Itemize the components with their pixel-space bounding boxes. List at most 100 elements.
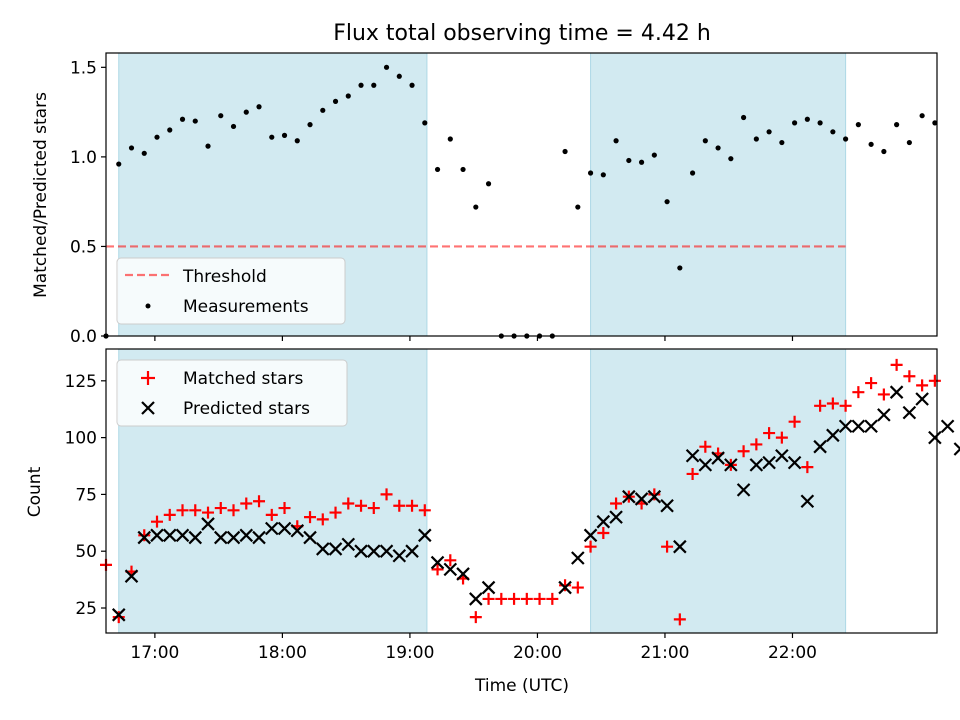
x-tick-label: 20:00 [513, 643, 562, 663]
data-point [865, 377, 878, 390]
data-point [482, 592, 495, 605]
data-point [469, 592, 483, 606]
data-point [226, 530, 241, 545]
data-point [112, 611, 125, 624]
data-point [626, 157, 632, 164]
data-point [894, 122, 900, 128]
y-tick-label: 75 [75, 485, 97, 505]
data-point [533, 592, 546, 605]
data-point [792, 120, 798, 126]
shaded-span [590, 52, 847, 337]
data-point [253, 495, 266, 508]
data-point [137, 530, 152, 545]
bottom-y-axis-label: Count [25, 466, 45, 517]
data-point [202, 506, 215, 519]
data-point [151, 515, 164, 528]
data-point [634, 492, 649, 506]
data-point [447, 136, 453, 142]
data-point [290, 523, 305, 538]
data-point [919, 113, 925, 119]
data-point [814, 399, 827, 412]
data-point [661, 540, 674, 553]
data-point [239, 528, 254, 543]
data-point [316, 542, 330, 556]
data-point [953, 442, 960, 456]
data-point [264, 521, 279, 536]
data-point [379, 544, 394, 558]
data-point [852, 386, 865, 399]
data-point [801, 461, 814, 474]
data-point [128, 145, 135, 151]
data-point [763, 427, 776, 440]
y-tick-label: 125 [65, 372, 97, 392]
data-point [367, 502, 380, 515]
data-point [804, 116, 810, 122]
data-point [737, 445, 750, 458]
data-point [839, 399, 852, 412]
y-tick-label: 0.0 [70, 327, 97, 347]
data-point [443, 562, 458, 577]
data-point [558, 580, 572, 595]
data-point [469, 611, 482, 624]
legend-box [116, 359, 348, 427]
data-point [587, 170, 594, 176]
data-point [584, 540, 597, 553]
data-point [383, 64, 390, 70]
data-point [367, 544, 381, 558]
legend-threshold-label: Threshold [182, 267, 267, 287]
data-point [201, 517, 215, 531]
data-point [571, 581, 584, 594]
data-point [167, 127, 173, 133]
data-point [928, 430, 942, 445]
data-point [932, 120, 938, 126]
data-point [141, 150, 147, 156]
data-point [906, 139, 912, 146]
legend-predicted-swatch [141, 401, 155, 415]
data-point [571, 551, 585, 565]
data-point [422, 120, 428, 126]
data-point [596, 514, 611, 529]
y-tick-label: 0.5 [70, 237, 97, 257]
data-point [940, 419, 955, 434]
data-point [715, 145, 721, 151]
data-point [826, 397, 839, 410]
data-point [562, 148, 568, 155]
data-point [647, 489, 662, 504]
data-point [702, 138, 708, 144]
data-point [230, 123, 237, 130]
data-point [648, 488, 661, 501]
data-point [124, 569, 139, 583]
data-point [736, 483, 751, 497]
data-point [638, 159, 645, 165]
data-point [728, 156, 734, 162]
data-point [218, 113, 224, 119]
data-point [307, 122, 313, 128]
data-point [418, 528, 432, 543]
data-point [673, 539, 687, 554]
data-point [685, 449, 700, 463]
data-point [278, 502, 291, 515]
data-point [740, 114, 747, 121]
data-point [406, 499, 419, 512]
x-tick-label: 17:00 [130, 643, 179, 663]
data-point [213, 530, 228, 545]
data-point [559, 579, 572, 592]
data-point [889, 385, 904, 399]
data-point [192, 118, 198, 124]
data-point [673, 613, 686, 626]
data-point [753, 136, 759, 142]
data-point [750, 438, 763, 451]
bottom-legend: Matched stars Predicted stars [116, 359, 348, 427]
data-point [928, 374, 941, 387]
data-point [341, 537, 356, 552]
data-point [460, 166, 466, 173]
data-point [281, 132, 288, 138]
data-point [762, 455, 776, 470]
data-point [868, 141, 874, 147]
data-point [916, 379, 929, 392]
data-point [610, 497, 623, 510]
data-point [380, 488, 393, 501]
y-tick-label: 50 [75, 542, 97, 562]
legend-measurements-swatch [145, 303, 151, 309]
